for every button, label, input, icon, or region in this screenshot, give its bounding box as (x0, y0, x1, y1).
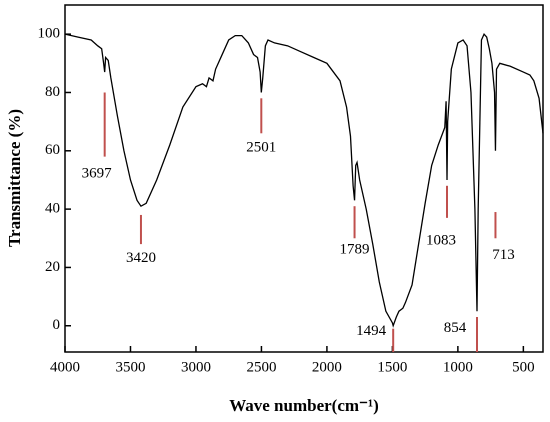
x-axis-label: Wave number(cm⁻¹) (229, 396, 379, 415)
peak-label: 2501 (246, 139, 276, 155)
x-tick-label: 500 (512, 359, 535, 375)
y-axis-label: Transmittance (%) (5, 109, 24, 247)
x-tick-label: 3000 (181, 359, 211, 375)
peak-label: 854 (444, 320, 467, 336)
peak-label: 713 (492, 247, 515, 263)
x-tick-label: 1000 (443, 359, 473, 375)
x-tick-label: 1500 (377, 359, 407, 375)
peak-label: 3697 (82, 166, 113, 182)
y-tick-label: 80 (45, 84, 60, 100)
peak-label: 1083 (426, 233, 456, 249)
y-tick-label: 100 (38, 26, 61, 42)
x-tick-label: 2000 (312, 359, 342, 375)
x-tick-label: 3500 (115, 359, 145, 375)
x-tick-label: 4000 (50, 359, 80, 375)
y-tick-label: 20 (45, 259, 60, 275)
peak-label: 3420 (126, 250, 156, 266)
plot-frame (64, 4, 544, 353)
x-tick-label: 2500 (246, 359, 276, 375)
y-tick-label: 0 (53, 317, 61, 333)
y-tick-label: 60 (45, 142, 60, 158)
peak-label: 1789 (340, 241, 370, 257)
peak-label: 1494 (356, 323, 387, 339)
y-tick-label: 40 (45, 201, 60, 217)
spectrum-line (64, 32, 544, 328)
